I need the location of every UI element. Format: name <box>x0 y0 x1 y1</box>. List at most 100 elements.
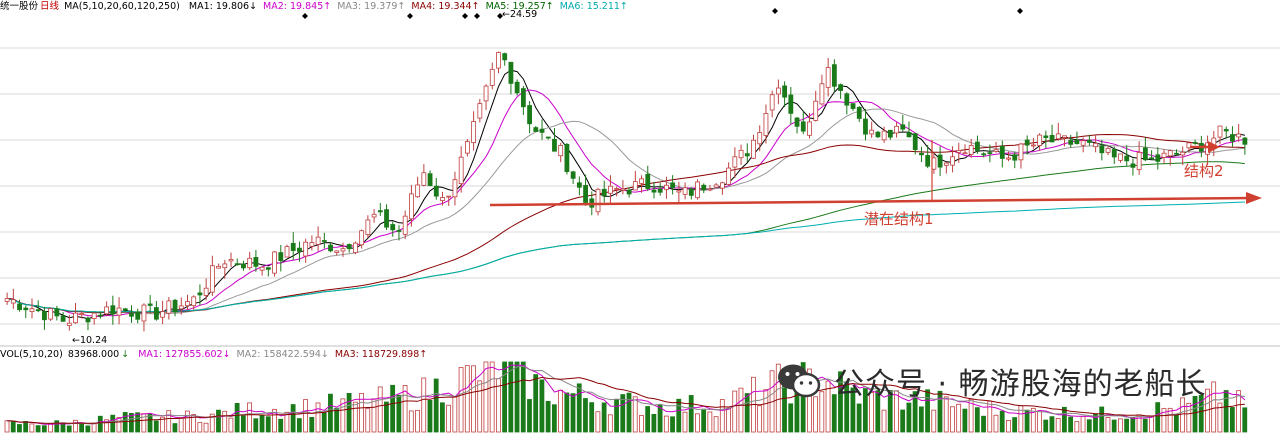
volume-bar <box>788 403 794 433</box>
candle-body <box>919 152 924 156</box>
candle-body <box>110 305 116 315</box>
candle-body <box>1217 125 1223 138</box>
volume-bar <box>682 411 688 433</box>
volume-bar <box>676 398 682 433</box>
candle-body <box>999 145 1005 159</box>
volume-bar <box>806 368 812 433</box>
volume-bar <box>738 387 744 433</box>
candle-body <box>794 117 800 127</box>
candle-body <box>601 188 607 197</box>
volume-bar <box>240 415 246 433</box>
volume-bar <box>583 398 588 433</box>
period-label[interactable]: 日线 <box>40 1 60 12</box>
volume-bar <box>601 402 607 433</box>
volume-bar <box>502 361 508 433</box>
ma-value-4: MA4: 19.344↑ <box>411 1 480 12</box>
candle-body <box>265 267 271 270</box>
candle-body <box>1111 149 1117 158</box>
ma-value-2: MA2: 19.845↑ <box>263 1 332 12</box>
volume-bar <box>1149 415 1154 433</box>
volume-bar <box>1012 417 1018 433</box>
volume-bar <box>421 377 427 433</box>
volume-bar <box>925 389 930 433</box>
volume-bar <box>1117 418 1123 433</box>
candle-body <box>614 188 620 190</box>
candle-body <box>751 139 756 159</box>
candle-body <box>1230 134 1235 142</box>
volume-bar <box>1242 407 1248 433</box>
volume-bar <box>340 398 346 433</box>
volume-bar <box>856 403 862 433</box>
candle-body <box>1012 154 1018 161</box>
candle-body <box>346 244 352 250</box>
candle-body <box>359 230 365 246</box>
volume-bar <box>259 415 265 433</box>
volume-bar <box>377 386 383 433</box>
candle-body <box>197 292 203 296</box>
candle-body <box>247 257 253 269</box>
volume-bar <box>290 404 296 433</box>
volume-bar <box>545 400 551 433</box>
candle-body <box>1093 142 1099 148</box>
volume-bar <box>384 401 389 433</box>
volume-bar <box>147 413 153 433</box>
candle-body <box>396 230 402 232</box>
candle-body <box>433 185 439 197</box>
volume-bar <box>265 416 271 433</box>
volume-bar <box>657 404 663 433</box>
event-marker <box>407 13 413 19</box>
candle-body <box>191 296 197 306</box>
candle-body <box>1186 142 1192 149</box>
candle-body <box>1130 163 1136 168</box>
volume-bar <box>1074 421 1080 433</box>
volume-bar <box>303 399 308 433</box>
candle-body <box>440 197 445 201</box>
label-structure2: 结构2 <box>1184 162 1224 180</box>
volume-bar <box>993 414 999 433</box>
moving-average-lines <box>7 69 1246 320</box>
candle-body <box>576 182 582 188</box>
volume-bar <box>744 393 750 433</box>
volume-bar <box>1155 402 1161 433</box>
volume-bar <box>831 394 837 433</box>
candle-body <box>234 263 240 266</box>
candle-body <box>900 124 906 130</box>
volume-bar <box>10 420 16 433</box>
low-price-label: ←10.24 <box>72 335 107 346</box>
volume-bar <box>365 408 371 433</box>
volume-bar <box>458 367 464 433</box>
volume-bar <box>950 406 955 433</box>
volume-bar <box>1086 419 1092 433</box>
candle-body <box>129 313 134 317</box>
volume-bar <box>819 391 825 433</box>
candle-body <box>552 138 557 152</box>
candle-body <box>881 130 887 141</box>
candle-body <box>353 242 358 254</box>
candle-body <box>340 248 346 252</box>
candle-body <box>483 85 489 102</box>
candle-body <box>135 311 141 320</box>
vol-ma-value-3: MA3: 118729.898↑ <box>334 349 428 360</box>
candle-body <box>682 187 688 195</box>
volume-bar <box>1142 418 1148 433</box>
volume-bar <box>551 404 557 433</box>
candle-body <box>1068 139 1074 145</box>
candle-body <box>253 257 259 267</box>
volume-bar <box>800 362 806 433</box>
volume-bar <box>278 418 284 433</box>
ma-line-10 <box>7 89 1245 318</box>
volume-bar <box>620 394 626 433</box>
volume-bar <box>887 389 893 433</box>
volume-bar <box>1223 390 1229 433</box>
high-price-label: ←24.59 <box>502 9 537 20</box>
volume-bar <box>1105 417 1111 433</box>
candle-body <box>1136 152 1142 170</box>
candle-body <box>514 81 520 94</box>
candle-body <box>328 244 333 252</box>
volume-bar <box>128 412 134 433</box>
volume-bar <box>533 374 539 433</box>
candle-body <box>645 173 651 189</box>
candle-body <box>570 171 576 179</box>
candle-body <box>35 309 41 312</box>
